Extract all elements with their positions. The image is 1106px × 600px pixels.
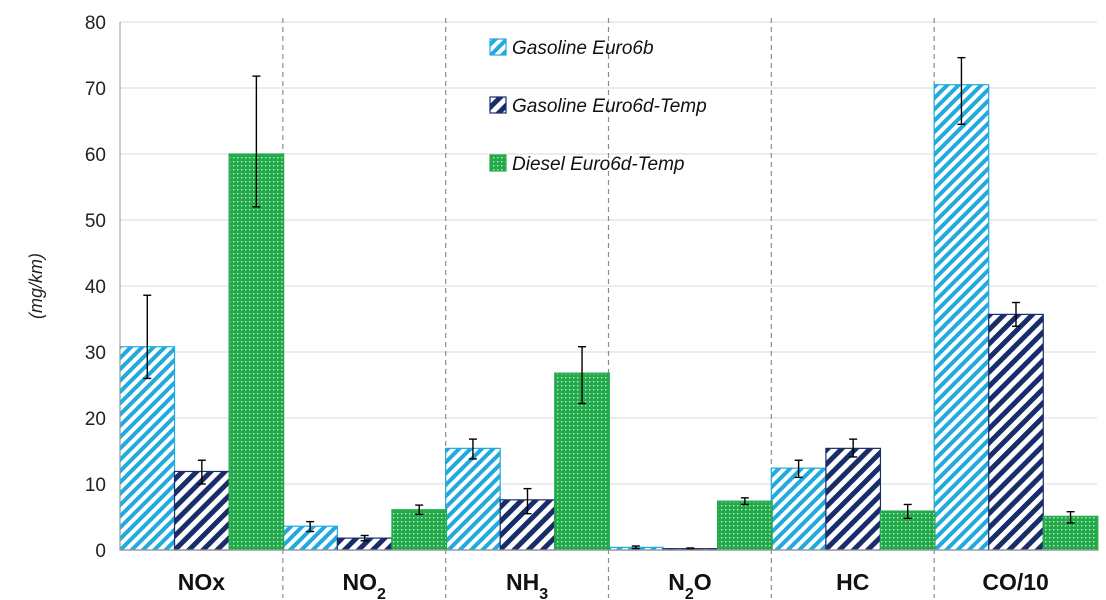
legend-swatch	[489, 96, 507, 114]
legend-swatch	[489, 154, 507, 172]
category-label: NOx	[178, 569, 226, 595]
bar	[770, 467, 827, 551]
legend: Gasoline Euro6b Gasoline Euro6d-Temp Diese…	[489, 38, 707, 175]
y-tick-label: 30	[85, 343, 106, 364]
category-label: HC	[836, 569, 869, 595]
y-tick-label: 70	[85, 79, 106, 100]
y-tick-label: 40	[85, 277, 106, 298]
bar	[228, 153, 285, 551]
bar	[825, 447, 882, 551]
category-label: CO/10	[982, 569, 1048, 595]
y-tick-label: 10	[85, 475, 106, 496]
y-tick-labels: 0 10 20 30 40 50 60 70 80	[85, 13, 106, 562]
category-labels: NOx NO2 NH3 N2O HC CO/10	[178, 569, 1049, 600]
legend-label: Diesel Euro6d-Temp	[512, 154, 685, 175]
error-bars	[143, 56, 1075, 551]
y-tick-label: 0	[95, 541, 106, 562]
bar	[933, 84, 990, 551]
y-axis-label: (mg/km)	[26, 253, 46, 319]
category-label: NO2	[343, 569, 387, 600]
axes	[119, 22, 1097, 551]
legend-label: Gasoline Euro6b	[512, 38, 654, 59]
category-label: N2O	[668, 569, 711, 600]
bar	[988, 313, 1044, 551]
legend-swatch	[489, 38, 507, 56]
y-tick-label: 50	[85, 211, 106, 232]
y-tick-label: 80	[85, 13, 106, 34]
category-label: NH3	[506, 569, 548, 600]
y-tick-label: 60	[85, 145, 106, 166]
y-tick-label: 20	[85, 409, 106, 430]
bar	[554, 372, 610, 551]
legend-label: Gasoline Euro6d-Temp	[512, 96, 707, 117]
bar	[391, 509, 448, 551]
bar	[716, 500, 773, 551]
bar	[445, 447, 501, 551]
